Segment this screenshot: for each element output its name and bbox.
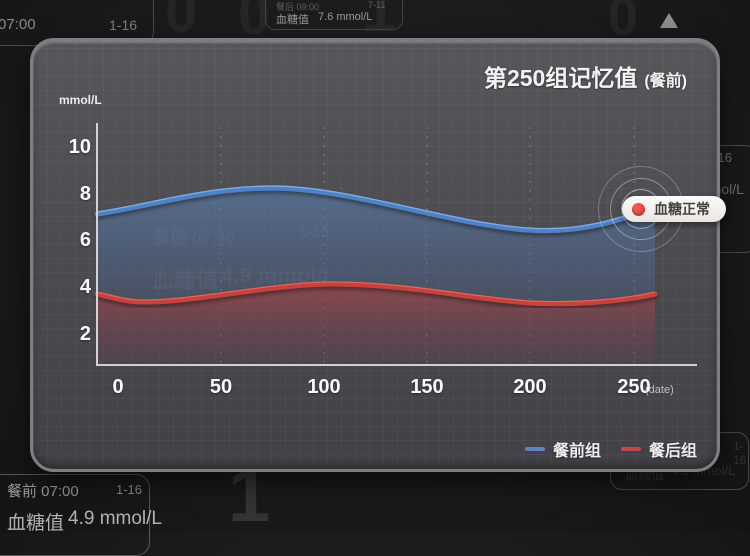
x-tick: 50 [209, 376, 233, 398]
panel-title-suffix: (餐前) [644, 73, 687, 90]
bottom-left-range: 1-16 [116, 482, 143, 497]
x-tick: 0 [112, 376, 124, 398]
y-tick: 6 [79, 229, 91, 251]
top-center-range: 7-11 [368, 0, 386, 10]
x-tick: 200 [513, 376, 547, 398]
chart-panel: 餐前 07:00 1-16 血糖值 4.9 mmol/L [30, 38, 720, 472]
status-dot-icon [632, 202, 645, 216]
top-left-time: 07:00 [0, 16, 36, 33]
panel-title: 第250组记忆值 (餐前) [484, 59, 687, 93]
bottom-left-glucose-value: 4.9 mmol/L [68, 508, 162, 529]
status-badge-label: 血糖正常 [654, 201, 710, 217]
glucose-line-chart [94, 123, 697, 366]
pre-meal-line [94, 185, 658, 234]
pre-meal-dash-icon [524, 447, 545, 451]
ghost-digit: 0 [608, 0, 639, 47]
top-center-glucose-value: 7.6 mmol/L [318, 11, 373, 23]
x-axis-suffix: (date) [645, 384, 674, 396]
glucose-status-badge[interactable]: 血糖正常 [622, 196, 726, 222]
ghost-digit: 1 [362, 0, 397, 45]
top-center-card [265, 0, 403, 30]
bottom-left-time: 餐前 07:00 [7, 483, 79, 500]
y-tick: 10 [68, 136, 91, 158]
axes [96, 123, 697, 366]
y-tick: 2 [79, 323, 91, 345]
legend: 餐前组 餐后组 [524, 437, 697, 461]
scroll-up-icon[interactable] [660, 13, 678, 28]
legend-item-post-meal[interactable]: 餐后组 [620, 437, 697, 461]
bottom-left-glucose-label: 血糖值 [7, 513, 65, 534]
y-tick: 4 [79, 276, 91, 298]
legend-label: 餐前组 [552, 443, 601, 460]
top-left-range: 1-16 [109, 17, 138, 33]
top-center-time: 餐后 09:00 [276, 2, 320, 12]
ghost-digit: 0 [238, 0, 271, 47]
panel-title-main: 第250组记忆值 [483, 65, 638, 91]
legend-label: 餐后组 [648, 443, 697, 460]
x-tick: 100 [307, 376, 341, 398]
post-meal-dash-icon [620, 447, 641, 451]
pre-meal-line-highlight [96, 185, 656, 230]
post-meal-line [94, 281, 658, 307]
x-tick: 150 [410, 376, 444, 398]
top-center-glucose-label: 血糖值 [276, 14, 309, 26]
legend-item-pre-meal[interactable]: 餐前组 [524, 437, 601, 461]
bottom-right-range: 1-16 [733, 439, 747, 467]
y-axis-unit: mmol/L [59, 93, 102, 107]
y-tick: 8 [79, 183, 91, 205]
x-tick: 250 [617, 376, 651, 398]
chart-panel-inner: 餐前 07:00 1-16 血糖值 4.9 mmol/L [33, 41, 717, 469]
post-meal-line-highlight [96, 281, 656, 303]
ghost-digit: 0 [165, 0, 198, 45]
